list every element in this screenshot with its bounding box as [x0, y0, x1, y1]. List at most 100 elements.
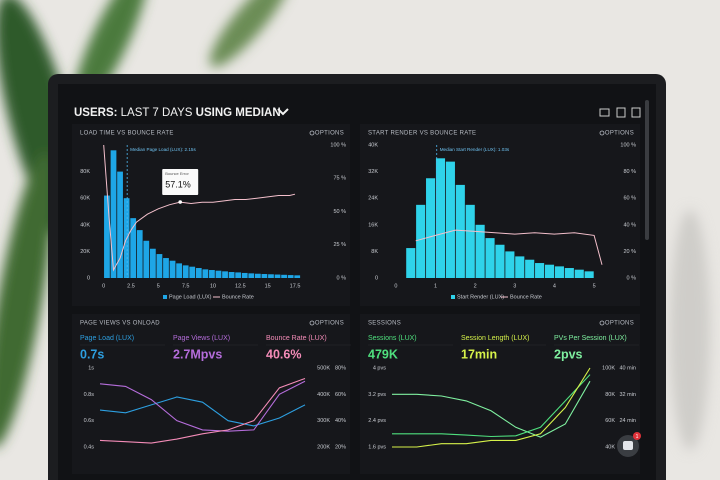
icon-export[interactable] — [631, 107, 641, 118]
histogram-bar — [525, 259, 535, 278]
icon-display[interactable] — [599, 108, 610, 117]
histogram-bar — [584, 271, 594, 278]
histogram-bar — [241, 272, 248, 278]
tooltip-value: 57.1% — [165, 179, 191, 189]
y2-tick-label: 100K — [602, 365, 615, 371]
y-tick-label: 20K — [80, 249, 90, 255]
series-line — [99, 396, 306, 427]
kpi-label: PVs Per Session (LUX) — [554, 335, 627, 342]
x-tick-label: 0 — [394, 283, 397, 289]
panel-title: START RENDER VS BOUNCE RATE — [368, 131, 476, 137]
series-line — [392, 367, 591, 448]
kpi-label: Sessions (LUX) — [368, 335, 417, 342]
x-tick-label: 4 — [553, 283, 556, 289]
histogram-bar — [209, 270, 215, 278]
median-label: Median Page Load (LUX): 2.15s — [130, 147, 196, 152]
y-tick-label: 80K — [80, 169, 90, 175]
histogram-bar — [110, 150, 117, 278]
kpi-value: 2.7Mpvs — [173, 347, 222, 361]
histogram-bar — [215, 270, 222, 278]
y3-tick-label: 32 min — [619, 392, 636, 398]
histogram-bar — [406, 248, 416, 278]
y3-tick-label: 24 min — [619, 418, 636, 424]
scrollbar[interactable] — [645, 100, 649, 240]
legend-swatch — [163, 295, 167, 299]
kpi-value: 17min — [461, 347, 497, 361]
legend-swatch — [451, 295, 455, 299]
options-button[interactable]: OPTIONS — [315, 131, 344, 137]
y-tick-label: 0.6s — [84, 418, 95, 424]
y-tick-label: 1.6 pvs — [368, 444, 386, 450]
histogram-bar — [281, 274, 287, 278]
panel-title: SESSIONS — [368, 321, 401, 327]
title-method: MEDIAN — [235, 107, 280, 119]
tooltip-title: Bounce Error — [165, 171, 189, 176]
dashboard-title: USERS: LAST 7 DAYS USING MEDIAN — [74, 107, 281, 119]
y2-tick-label: 20 % — [623, 249, 636, 255]
legend-label: Start Render (LUX) — [457, 294, 504, 300]
kpi-label: Page Load (LUX) — [80, 335, 134, 342]
panel-title: PAGE VIEWS VS ONLOAD — [80, 321, 160, 327]
y2-tick-label: 40K — [605, 444, 615, 450]
histogram-bar — [143, 240, 150, 278]
y2-tick-label: 80K — [605, 392, 615, 398]
histogram-bar — [169, 260, 176, 278]
y2-tick-label: 60 % — [623, 196, 636, 202]
y-tick-label: 60K — [80, 196, 90, 202]
series-line — [392, 374, 591, 438]
y2-tick-label: 50 % — [333, 209, 346, 215]
histogram-bar — [554, 266, 564, 278]
histogram-bar — [294, 275, 301, 278]
y-tick-label: 16K — [368, 222, 378, 228]
histogram-bar — [130, 218, 137, 278]
y3-tick-label: 60% — [335, 392, 346, 398]
options-button[interactable]: OPTIONS — [605, 321, 634, 327]
kpi-value: 40.6% — [266, 347, 301, 361]
histogram-bar — [222, 271, 228, 278]
x-tick-label: 17.5 — [290, 283, 301, 289]
histogram-bar — [149, 248, 156, 278]
x-tick-label: 12.5 — [235, 283, 246, 289]
options-button[interactable]: OPTIONS — [605, 131, 634, 137]
x-tick-label: 7.5 — [182, 283, 190, 289]
y-tick-label: 0.4s — [84, 444, 95, 450]
series-line — [415, 229, 603, 265]
options-icon — [309, 320, 315, 326]
histogram-bar — [505, 251, 515, 278]
chat-button[interactable]: 1 — [617, 432, 641, 457]
title-users: USERS: — [74, 107, 117, 119]
options-button[interactable]: OPTIONS — [315, 321, 344, 327]
notification-badge — [633, 432, 641, 440]
dropdown-chevron[interactable] — [277, 108, 289, 116]
x-tick-label: 5 — [593, 283, 596, 289]
y3-tick-label: 40% — [335, 418, 346, 424]
histogram-bar — [455, 184, 465, 278]
histogram-bar — [248, 273, 255, 278]
y3-tick-label: 40 min — [619, 365, 636, 371]
histogram-bar — [136, 230, 143, 278]
y2-tick-label: 0 % — [627, 275, 637, 281]
histogram-bar — [261, 274, 268, 278]
options-icon — [309, 130, 315, 136]
legend-label: Bounce Rate — [510, 294, 542, 300]
y3-tick-label: 20% — [335, 444, 346, 450]
x-tick-label: 2.5 — [127, 283, 135, 289]
histogram-bar — [515, 256, 525, 278]
histogram-bar — [485, 238, 495, 278]
options-icon — [599, 130, 605, 136]
icon-image[interactable] — [616, 107, 626, 118]
y-tick-label: 24K — [368, 196, 378, 202]
x-tick-label: 10 — [210, 283, 216, 289]
tooltip-box — [162, 169, 199, 196]
histogram-bar — [268, 274, 274, 278]
y2-tick-label: 75 % — [333, 176, 346, 182]
histogram-bar — [465, 204, 475, 278]
histogram-bar — [117, 171, 123, 278]
histogram-bar — [287, 275, 294, 278]
histogram-bar — [156, 254, 163, 278]
y2-tick-label: 100 % — [620, 142, 636, 148]
median-label: Median Start Render (LUX): 1.03s — [440, 147, 510, 152]
histogram-bar — [163, 258, 169, 278]
histogram-bar — [228, 272, 235, 278]
